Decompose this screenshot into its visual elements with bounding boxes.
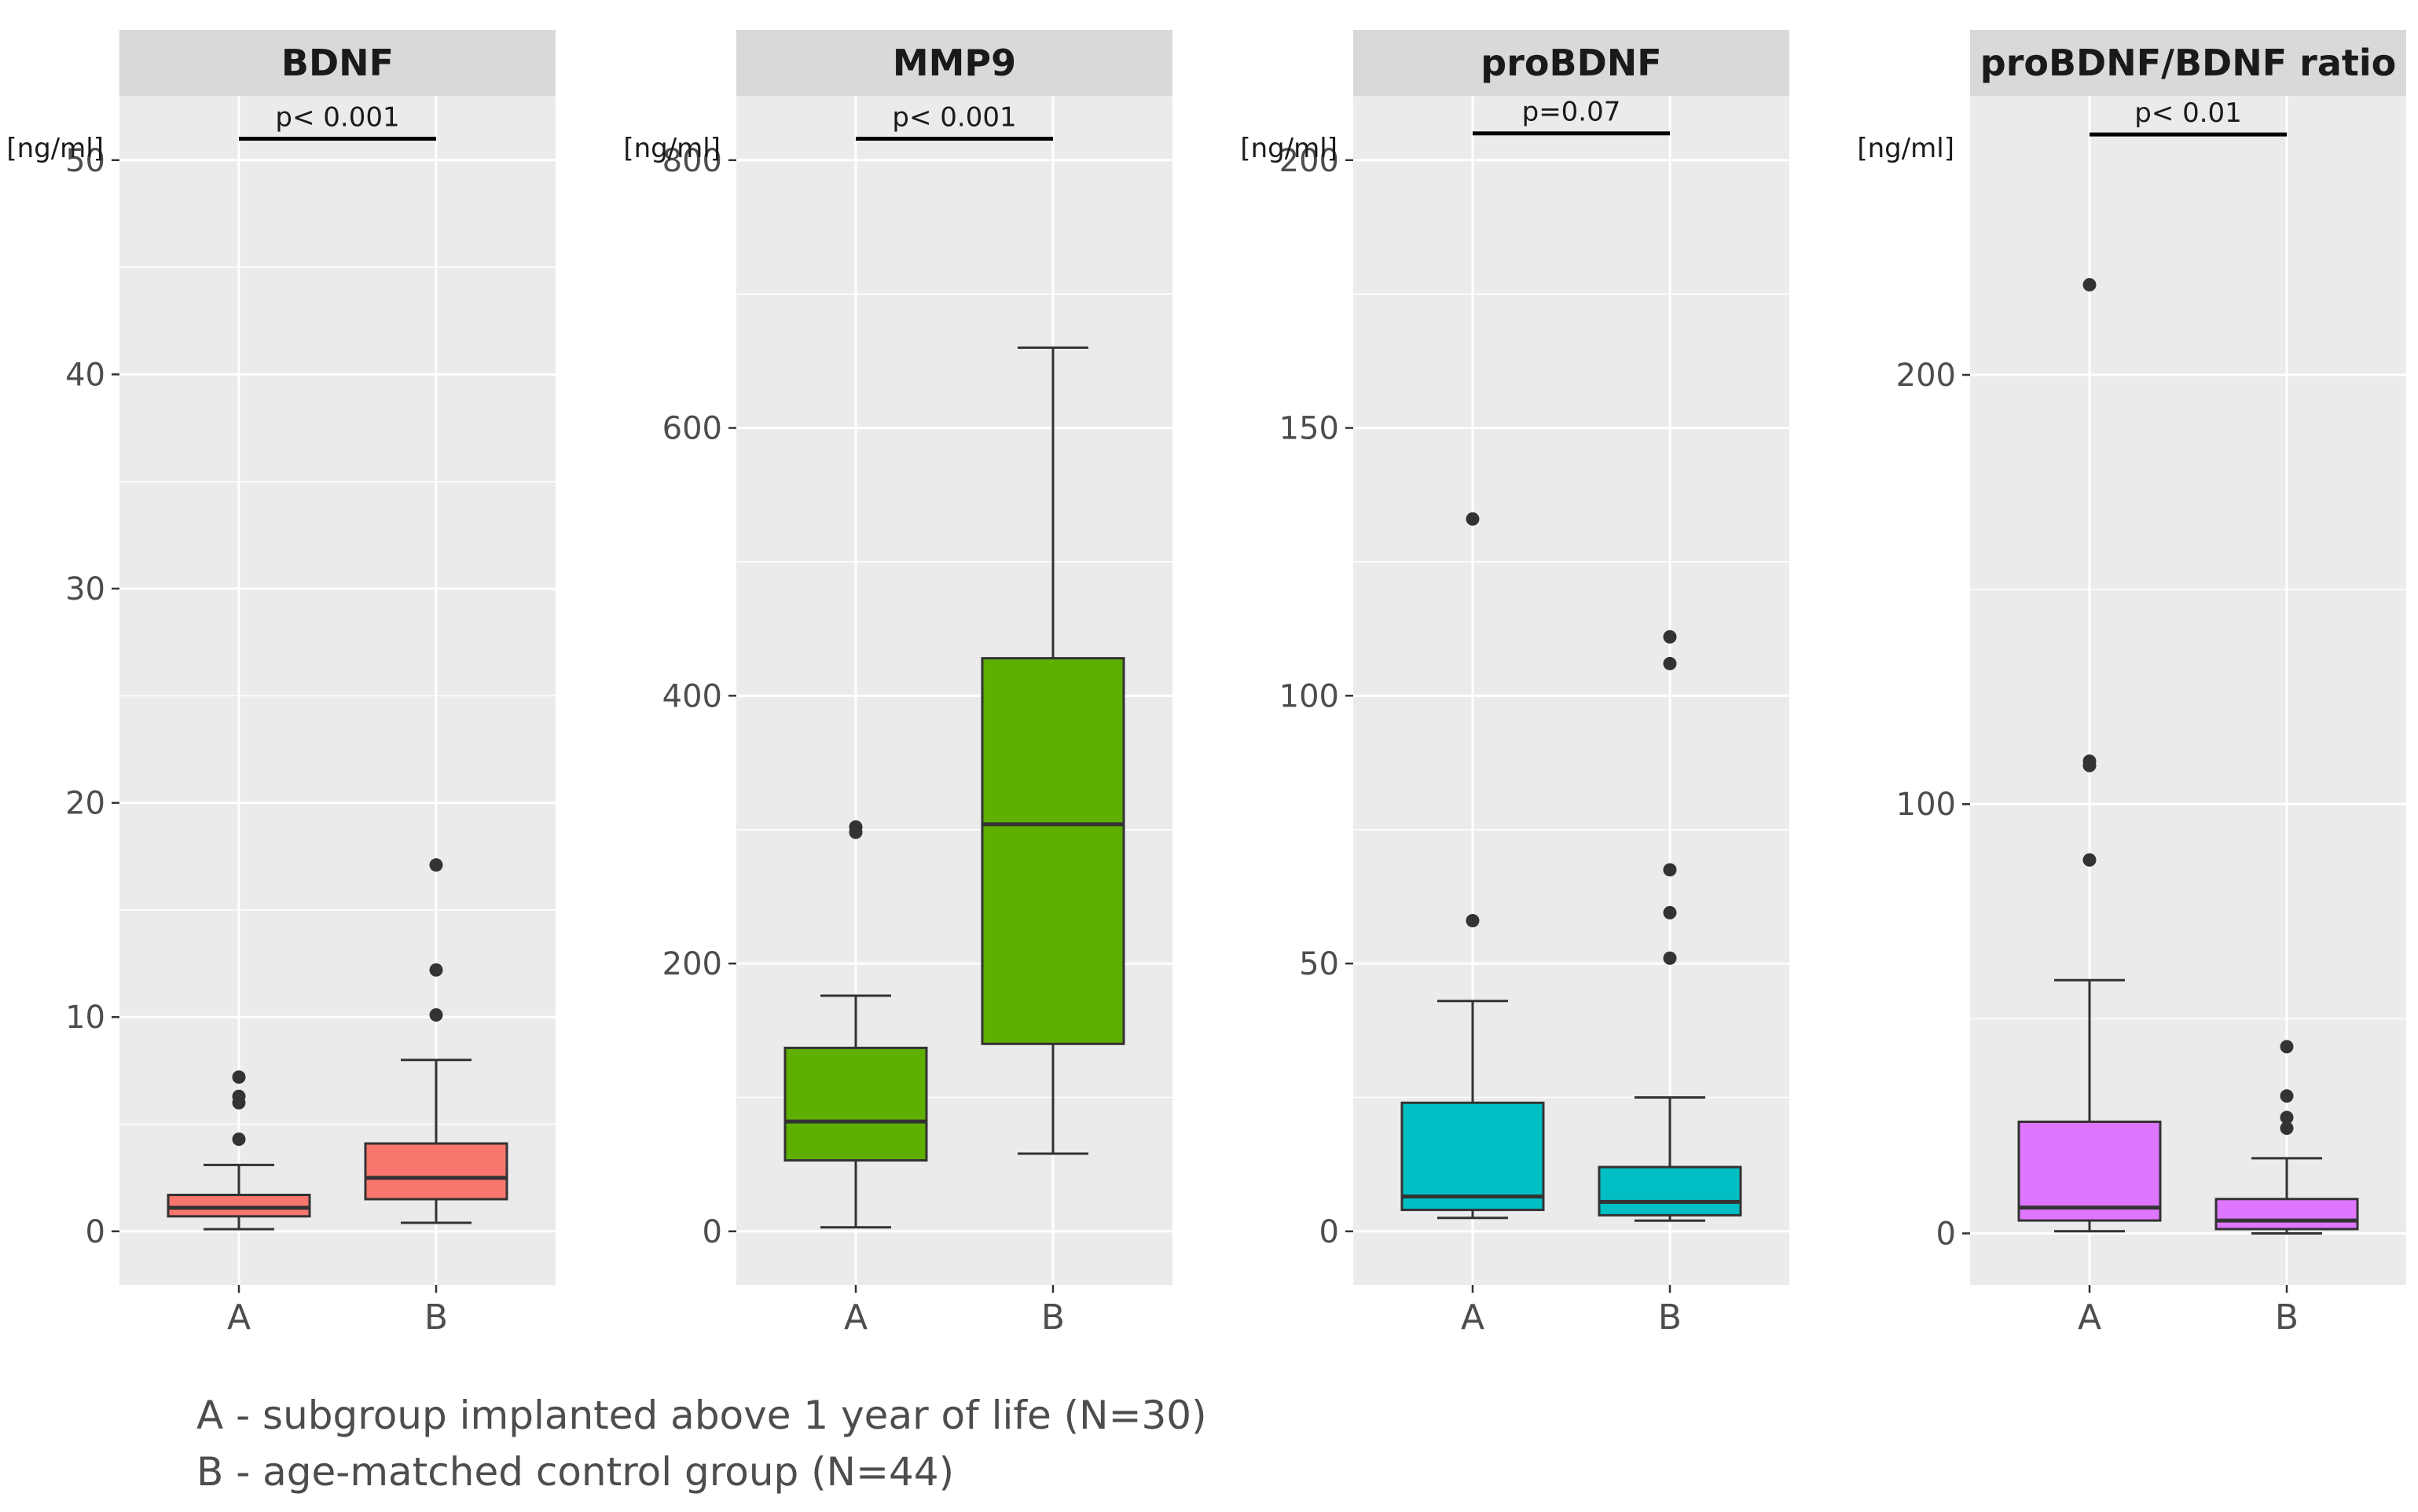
outlier-point (1466, 914, 1480, 928)
y-tick-label: 200 (1279, 143, 1339, 179)
x-tick-label: B (1658, 1297, 1682, 1338)
plot-panel-3 (1970, 96, 2406, 1285)
y-tick-label: 10 (65, 1000, 105, 1036)
iqr-box-B (981, 657, 1125, 1045)
p-value-label: p=0.07 (1522, 97, 1621, 128)
outlier-point (429, 1008, 443, 1022)
y-tick-label: 0 (703, 1214, 722, 1250)
y-tick-label: 600 (662, 411, 722, 447)
x-tick-label: B (424, 1297, 448, 1338)
outlier-point (429, 963, 443, 977)
facet-strip-2 (1353, 30, 1789, 96)
outlier-point (2280, 1040, 2294, 1054)
y-tick-label: 100 (1896, 787, 1956, 823)
y-tick-label: 50 (65, 143, 105, 179)
y-unit-label: [ng/ml] (623, 133, 721, 164)
outlier-point (232, 1070, 246, 1084)
y-tick-label: 0 (1319, 1214, 1339, 1250)
x-tick-label: A (227, 1297, 251, 1338)
y-tick-label: 20 (65, 786, 105, 822)
facet-title: BDNF (281, 42, 394, 84)
x-tick-label: B (2275, 1297, 2299, 1338)
iqr-box-A (783, 1046, 928, 1162)
legend-line-a: A - subgroup implanted above 1 year of l… (196, 1393, 1207, 1438)
iqr-box-B (2214, 1198, 2359, 1231)
facet-strip-3 (1970, 30, 2406, 96)
iqr-box-A (1400, 1101, 1545, 1212)
facet-title: MMP9 (893, 42, 1016, 84)
x-tick-label: A (844, 1297, 868, 1338)
outlier-point (1663, 629, 1677, 644)
legend-line-b: B - age-matched control group (N=44) (196, 1449, 954, 1495)
x-tick-label: A (2078, 1297, 2101, 1338)
y-tick-label: 800 (662, 143, 722, 179)
y-tick-label: 0 (1936, 1216, 1956, 1252)
outlier-point (429, 858, 443, 872)
facet-title: proBDNF/BDNF ratio (1980, 42, 2396, 84)
y-tick-label: 200 (662, 946, 722, 982)
y-tick-label: 200 (1896, 358, 1956, 394)
outlier-point (849, 820, 863, 834)
outlier-point (2082, 853, 2097, 867)
outlier-point (1663, 951, 1677, 965)
outlier-point (2082, 754, 2097, 769)
outlier-point (1663, 656, 1677, 670)
y-unit-label: [ng/ml] (6, 133, 104, 164)
y-tick-label: 50 (1299, 946, 1339, 982)
p-value-label: p< 0.01 (2134, 97, 2242, 129)
y-unit-label: [ng/ml] (1857, 133, 1954, 164)
iqr-box-B (1598, 1165, 1742, 1217)
outlier-point (2082, 277, 2097, 292)
y-unit-label: [ng/ml] (1240, 133, 1337, 164)
outlier-point (232, 1132, 246, 1147)
facet-strip-0 (119, 30, 556, 96)
outlier-point (2280, 1089, 2294, 1103)
outlier-point (1663, 863, 1677, 877)
plot-panel-0 (119, 96, 556, 1285)
y-tick-label: 150 (1279, 411, 1339, 447)
y-tick-label: 100 (1279, 678, 1339, 714)
iqr-box-A (167, 1194, 311, 1218)
p-value-label: p< 0.001 (892, 102, 1016, 134)
iqr-box-B (364, 1142, 508, 1201)
facet-strip-1 (736, 30, 1172, 96)
outlier-point (2280, 1121, 2294, 1136)
outlier-point (232, 1089, 246, 1103)
outlier-point (2280, 1110, 2294, 1125)
y-tick-label: 30 (65, 571, 105, 607)
y-tick-label: 40 (65, 357, 105, 393)
outlier-point (1663, 905, 1677, 919)
x-tick-label: B (1041, 1297, 1065, 1338)
outlier-point (1466, 512, 1480, 526)
y-tick-label: 400 (662, 678, 722, 714)
p-value-label: p< 0.001 (275, 102, 399, 134)
x-tick-label: A (1461, 1297, 1484, 1338)
facet-title: proBDNF (1481, 42, 1661, 84)
y-tick-label: 0 (86, 1214, 105, 1250)
iqr-box-A (2017, 1120, 2162, 1222)
